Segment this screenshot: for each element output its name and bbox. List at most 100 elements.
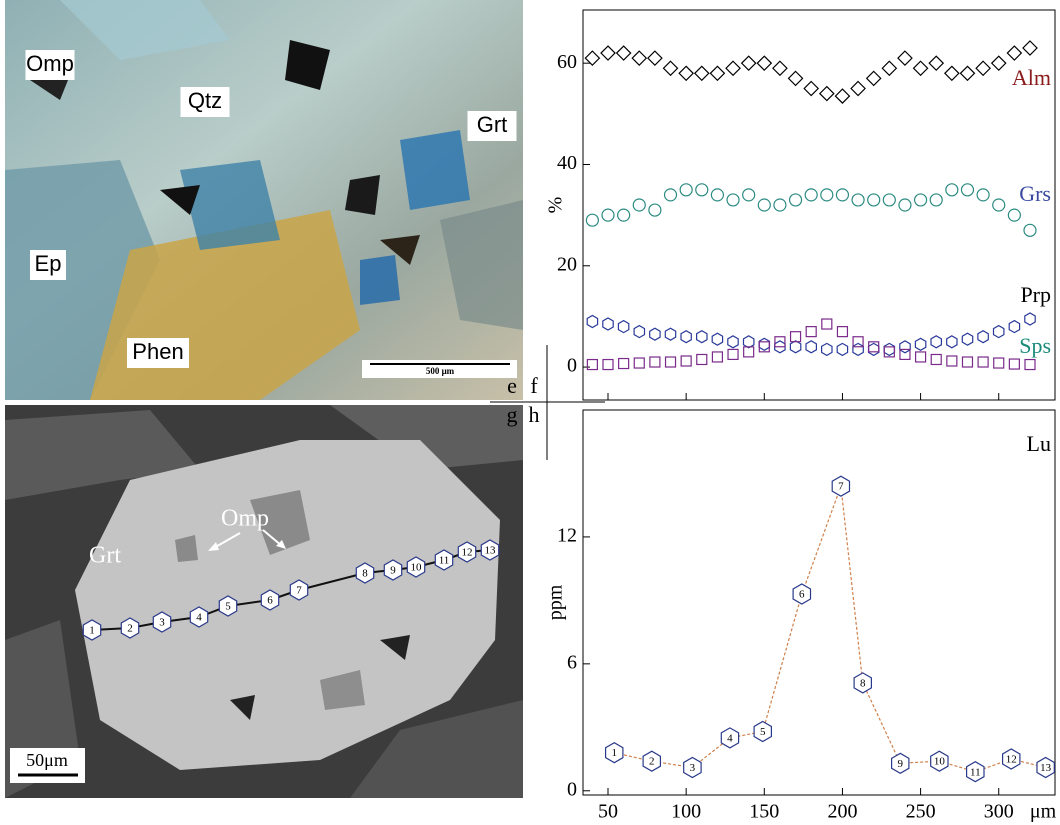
data-point (711, 189, 723, 201)
point-label: 10 (934, 756, 946, 768)
mineral-label: Phen (132, 339, 183, 364)
data-point (789, 71, 803, 85)
data-point (806, 327, 816, 337)
spot-label: 6 (267, 595, 273, 607)
mineral-label: Ep (35, 251, 62, 276)
data-point (1025, 313, 1035, 325)
data-point (648, 51, 662, 65)
data-point (603, 360, 613, 370)
data-point (947, 336, 957, 348)
data-point (744, 336, 754, 348)
data-point (993, 199, 1005, 211)
data-point (665, 328, 675, 340)
data-point (835, 89, 849, 103)
data-point (915, 338, 925, 350)
spot-label: 12 (462, 547, 473, 559)
data-point (679, 66, 693, 80)
data-point (634, 358, 644, 368)
data-point (978, 331, 988, 343)
data-point (728, 349, 738, 359)
page: {"panel_labels": ["e", "f", "g", "h"], "… (0, 0, 1060, 825)
data-point (1024, 224, 1036, 236)
data-point (976, 61, 990, 75)
data-point (619, 359, 629, 369)
data-point (804, 82, 818, 96)
data-point (695, 66, 709, 80)
data-point (1007, 46, 1021, 60)
data-point (790, 194, 802, 206)
panel-label: h (529, 402, 540, 427)
data-point (681, 331, 691, 343)
data-point (587, 316, 597, 328)
plot-frame (583, 410, 1055, 795)
data-point (617, 46, 631, 60)
photomicrograph (5, 0, 523, 400)
x-tick-label: 100 (671, 801, 701, 823)
data-point (726, 61, 740, 75)
data-point (618, 209, 630, 221)
spot-label: 7 (296, 585, 302, 597)
data-point (601, 46, 615, 60)
point-label: 9 (898, 758, 904, 770)
data-point (916, 352, 926, 362)
x-tick-label: 50 (598, 801, 618, 823)
data-point (821, 189, 833, 201)
point-label: 11 (970, 766, 981, 778)
spot-label: 9 (390, 565, 396, 577)
data-point (992, 56, 1006, 70)
data-point (665, 189, 677, 201)
data-point (915, 194, 927, 206)
series-label: Grs (1019, 181, 1051, 206)
data-point (882, 61, 896, 75)
spot-label: 3 (159, 617, 165, 629)
data-point (867, 71, 881, 85)
data-point (632, 51, 646, 65)
spot-label: 5 (225, 601, 231, 613)
data-point (822, 343, 832, 355)
data-point (869, 343, 879, 355)
data-point (1008, 209, 1020, 221)
data-point (664, 61, 678, 75)
data-point (1023, 41, 1037, 55)
y-tick-label: 20 (557, 253, 577, 275)
data-point (710, 66, 724, 80)
spot-label: 10 (411, 562, 423, 574)
data-point (883, 194, 895, 206)
data-point (680, 184, 692, 196)
data-point (978, 357, 988, 367)
data-point (697, 331, 707, 343)
point-label: 7 (838, 481, 844, 493)
data-point (758, 199, 770, 211)
series-line (614, 486, 1045, 772)
data-point (650, 328, 660, 340)
data-point (914, 61, 928, 75)
data-point (634, 326, 644, 338)
data-point (836, 189, 848, 201)
data-point (884, 343, 894, 355)
data-point (633, 199, 645, 211)
point-label: 6 (799, 589, 805, 601)
data-point (790, 341, 800, 353)
data-point (899, 199, 911, 211)
data-point (947, 356, 957, 366)
y-tick-label: 12 (557, 525, 577, 547)
series-label: Lu (1027, 431, 1051, 456)
mineral-label: Omp (221, 506, 269, 532)
data-point (587, 360, 597, 370)
point-label: 13 (1040, 762, 1052, 774)
y-tick-label: 0 (567, 355, 577, 377)
spot-label: 1 (89, 625, 95, 637)
data-point (962, 357, 972, 367)
data-point (962, 333, 972, 345)
scale-bar-label: 500 μm (426, 366, 455, 376)
y-tick-label: 0 (567, 778, 577, 800)
scale-bar-label: 50μm (26, 750, 68, 770)
data-point (696, 184, 708, 196)
data-point (930, 194, 942, 206)
figure: efghOmpQtzGrtEpPhen500 μmGrtOmp50μm12345… (0, 0, 1060, 825)
x-tick-label: 300 (984, 801, 1014, 823)
panel-label: f (530, 373, 538, 398)
data-point (773, 61, 787, 75)
data-point (681, 356, 691, 366)
data-point (868, 194, 880, 206)
